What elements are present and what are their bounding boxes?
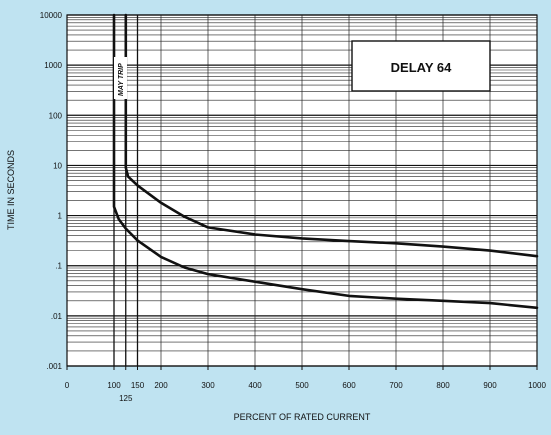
y-tick-label: .001 [46,362,62,371]
y-tick-label: .1 [55,262,62,271]
x-tick-label: 300 [201,381,215,390]
y-tick-label: 10 [53,161,62,170]
x-tick-label: 150 [131,381,145,390]
tick-labels: 10000 1000 100 10 1 .1 .01 .001 0 100 150 200 300 400… [40,11,547,403]
y-tick-label: .01 [51,312,63,321]
trip-curve-1 [112,13,539,310]
x-tick-label: 600 [342,381,356,390]
x-tick-label: 200 [154,381,168,390]
x-tick-label: 700 [389,381,403,390]
y-tick-label: 10000 [40,11,63,20]
x-axis-label: PERCENT OF RATED CURRENT [234,412,371,422]
y-tick-label: 1 [58,212,63,221]
y-tick-label: 100 [49,111,63,120]
x-tick-label: 0 [65,381,70,390]
series-group [112,13,539,310]
x-tick-label: 800 [436,381,450,390]
chart-title: DELAY 64 [391,60,452,75]
title-box: DELAY 64 [351,40,491,92]
x-tick-label: 1000 [528,381,546,390]
y-axis-label: TIME IN SECONDS [6,150,16,230]
x-tick-label: 500 [295,381,309,390]
x-tick-label: 100 [107,381,121,390]
y-tick-label: 1000 [44,61,62,70]
grid-lines [66,14,538,367]
trip-curve-2 [124,13,539,258]
x-tick-label: 400 [248,381,262,390]
annotation-may-trip: MAY TRIP [118,63,125,96]
x-tick-label: 900 [483,381,497,390]
x-sub-tick-label: 125 [119,394,133,403]
may-trip-label: MAY TRIP [114,57,127,99]
